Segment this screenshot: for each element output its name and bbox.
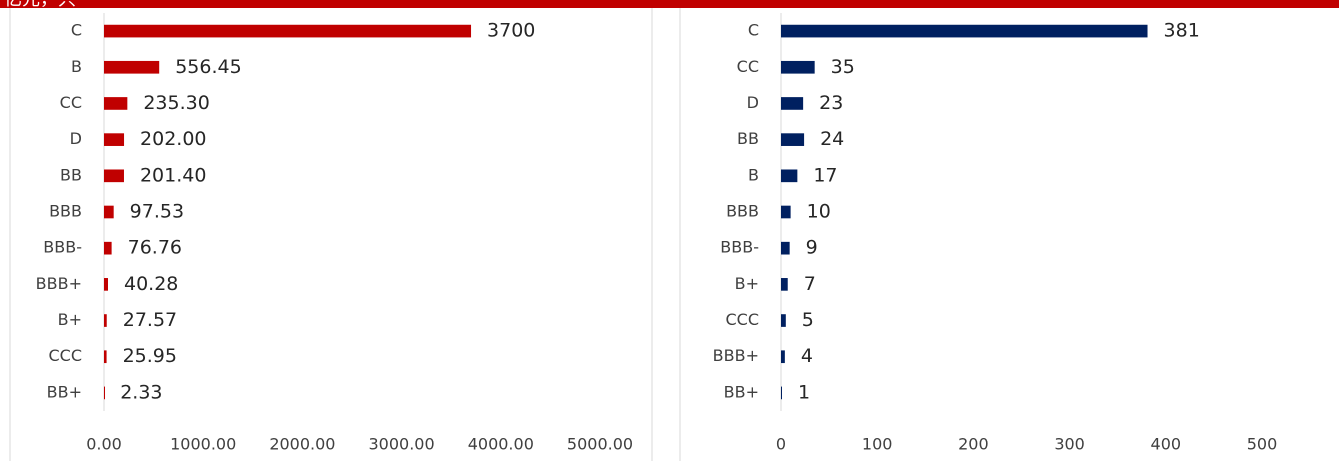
bar bbox=[104, 241, 112, 255]
bar bbox=[781, 314, 786, 327]
bar bbox=[781, 205, 791, 219]
data-label: 24 bbox=[820, 128, 844, 150]
data-label: 25.95 bbox=[123, 345, 177, 367]
y-tick-label: C bbox=[748, 21, 759, 40]
bar bbox=[781, 60, 815, 74]
data-label: 27.57 bbox=[123, 309, 177, 331]
data-label: 10 bbox=[807, 201, 831, 223]
data-label: 3700 bbox=[487, 20, 535, 42]
y-tick-label: B+ bbox=[735, 274, 759, 293]
x-tick-label: 4000.00 bbox=[468, 435, 534, 454]
data-label: 5 bbox=[802, 309, 814, 331]
bar bbox=[781, 350, 785, 364]
x-tick-label: 400 bbox=[1151, 435, 1182, 454]
bar bbox=[104, 169, 124, 183]
y-tick-label: BBB+ bbox=[36, 274, 82, 293]
data-label: 7 bbox=[804, 273, 816, 295]
x-tick-label: 200 bbox=[958, 435, 989, 454]
bar bbox=[104, 133, 125, 146]
data-label: 235.30 bbox=[143, 92, 209, 114]
bar bbox=[781, 241, 790, 255]
data-label: 97.53 bbox=[130, 201, 184, 223]
data-label: 201.40 bbox=[140, 164, 206, 186]
data-label: 17 bbox=[813, 164, 837, 186]
bar bbox=[781, 278, 788, 291]
data-label: 35 bbox=[831, 56, 855, 78]
y-tick-label: BBB- bbox=[720, 238, 759, 257]
y-tick-label: BBB bbox=[726, 202, 759, 221]
y-tick-label: CCC bbox=[725, 310, 759, 329]
data-label: 202.00 bbox=[140, 128, 206, 150]
y-tick-label: B bbox=[748, 165, 759, 184]
y-tick-label: CC bbox=[60, 93, 82, 112]
bar bbox=[104, 278, 108, 291]
x-tick-label: 0.00 bbox=[86, 435, 122, 454]
bar bbox=[104, 24, 472, 38]
data-label: 556.45 bbox=[175, 56, 241, 78]
bar bbox=[781, 133, 805, 146]
header-bar bbox=[0, 0, 1339, 8]
bar bbox=[781, 24, 1148, 38]
y-tick-label: D bbox=[70, 129, 82, 148]
data-label: 381 bbox=[1164, 20, 1200, 42]
bar bbox=[104, 350, 107, 364]
y-tick-label: B bbox=[71, 57, 82, 76]
bar bbox=[104, 314, 107, 327]
bar bbox=[781, 97, 804, 110]
x-tick-label: 1000.00 bbox=[170, 435, 236, 454]
x-tick-label: 500 bbox=[1247, 435, 1278, 454]
x-tick-label: 0 bbox=[776, 435, 786, 454]
x-tick-label: 3000.00 bbox=[369, 435, 435, 454]
y-tick-label: D bbox=[747, 93, 759, 112]
data-label: 1 bbox=[798, 381, 810, 403]
header-title: 亿元，只 bbox=[4, 0, 76, 10]
bar bbox=[781, 169, 798, 183]
bar bbox=[104, 386, 105, 400]
y-tick-label: BB bbox=[737, 129, 759, 148]
data-label: 76.76 bbox=[128, 237, 182, 259]
y-tick-label: BBB bbox=[49, 202, 82, 221]
x-tick-label: 300 bbox=[1054, 435, 1085, 454]
x-tick-label: 5000.00 bbox=[567, 435, 633, 454]
y-tick-label: BB+ bbox=[724, 382, 759, 401]
y-tick-label: CCC bbox=[48, 346, 82, 365]
bar bbox=[104, 97, 128, 110]
y-tick-label: BB bbox=[60, 165, 82, 184]
y-tick-label: CC bbox=[737, 57, 759, 76]
y-tick-label: B+ bbox=[58, 310, 82, 329]
data-label: 23 bbox=[819, 92, 843, 114]
data-label: 4 bbox=[801, 345, 813, 367]
bar bbox=[781, 386, 782, 400]
data-label: 9 bbox=[806, 237, 818, 259]
bar bbox=[104, 60, 160, 74]
y-tick-label: C bbox=[71, 21, 82, 40]
y-tick-label: BBB- bbox=[43, 238, 82, 257]
x-tick-label: 100 bbox=[862, 435, 893, 454]
y-tick-label: BBB+ bbox=[713, 346, 759, 365]
y-tick-label: BB+ bbox=[47, 382, 82, 401]
data-label: 2.33 bbox=[120, 381, 162, 403]
x-tick-label: 2000.00 bbox=[269, 435, 335, 454]
bar bbox=[104, 205, 114, 219]
data-label: 40.28 bbox=[124, 273, 178, 295]
